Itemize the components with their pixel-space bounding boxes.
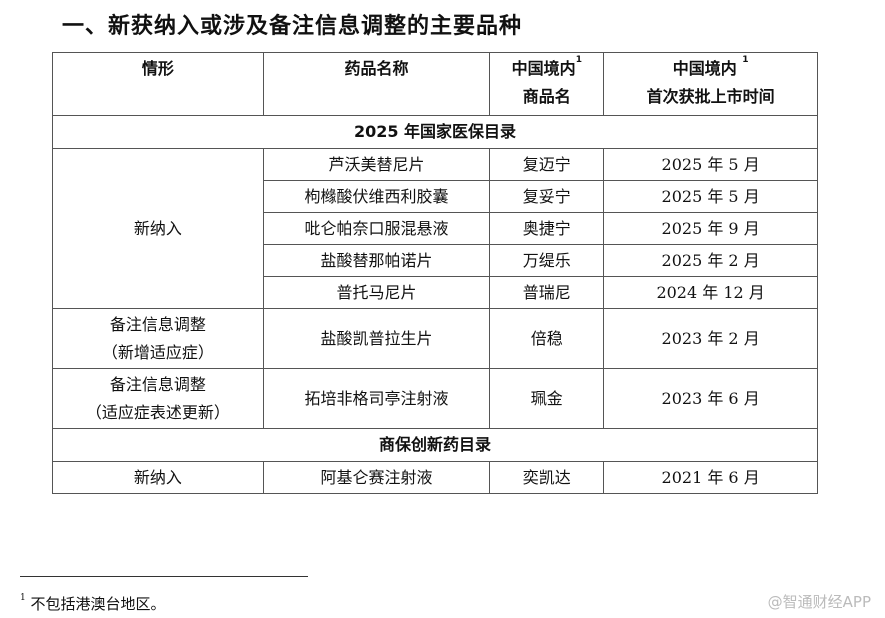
page-title: 一、新获纳入或涉及备注信息调整的主要品种	[62, 14, 523, 39]
header-drug-name: 药品名称	[262, 52, 491, 116]
header-situation: 情形	[52, 52, 264, 116]
header-brand-name: 中国境内1 商品名	[489, 52, 605, 116]
watermark: @智通财经APP	[767, 593, 871, 611]
drug-cell: 拓培非格司亭注射液	[262, 368, 491, 429]
table-row: 盐酸替那帕诺片 万缇乐 2025 年 2 月	[53, 244, 818, 277]
drug-cell: 盐酸替那帕诺片	[262, 244, 491, 277]
date-cell: 2025 年 2 月	[603, 244, 818, 277]
date-cell: 2024 年 12 月	[603, 276, 818, 309]
drug-cell: 阿基仑赛注射液	[262, 461, 491, 494]
brand-cell: 复迈宁	[489, 148, 605, 181]
brand-cell: 珮金	[489, 368, 605, 429]
date-cell: 2023 年 6 月	[603, 368, 818, 429]
situation-cell: 备注信息调整 （适应症表述更新）	[52, 368, 264, 429]
brand-cell: 复妥宁	[489, 180, 605, 213]
date-cell: 2025 年 5 月	[603, 180, 818, 213]
drug-table: 情形 药品名称 中国境内1 商品名 中国境内 1 首次获批上市时间 2025 年国家…	[52, 52, 818, 494]
table-row: 枸橼酸伏维西利胶囊 复妥宁 2025 年 5 月	[53, 180, 818, 213]
situation-cell: 新纳入	[52, 148, 264, 309]
brand-cell: 万缇乐	[489, 244, 605, 277]
header-approval-date: 中国境内 1 首次获批上市时间	[603, 52, 818, 116]
brand-cell: 奕凯达	[489, 461, 605, 494]
table-row: 新纳入 芦沃美替尼片 复迈宁 2025 年 5 月	[52, 148, 818, 309]
table-row: 新纳入 阿基仑赛注射液 奕凯达 2021 年 6 月	[52, 461, 818, 494]
table-row: 普托马尼片 普瑞尼 2024 年 12 月	[53, 276, 818, 309]
date-cell: 2021 年 6 月	[603, 461, 818, 494]
situation-cell: 备注信息调整 （新增适应症）	[52, 308, 264, 369]
drug-cell: 盐酸凯普拉生片	[262, 308, 491, 369]
brand-cell: 奥捷宁	[489, 212, 605, 245]
date-cell: 2023 年 2 月	[603, 308, 818, 369]
date-cell: 2025 年 9 月	[603, 212, 818, 245]
table-row: 吡仑帕奈口服混悬液 奥捷宁 2025 年 9 月	[53, 212, 818, 245]
brand-cell: 普瑞尼	[489, 276, 605, 309]
situation-cell: 新纳入	[52, 461, 264, 494]
drug-cell: 枸橼酸伏维西利胶囊	[262, 180, 491, 213]
table-row: 备注信息调整 （新增适应症） 盐酸凯普拉生片 倍稳 2023 年 2 月	[52, 308, 818, 369]
brand-cell: 倍稳	[489, 308, 605, 369]
section-title: 商保创新药目录	[52, 428, 818, 462]
drug-cell: 芦沃美替尼片	[262, 148, 491, 181]
drug-cell: 吡仑帕奈口服混悬液	[262, 212, 491, 245]
footnote: 1 不包括港澳台地区。	[20, 593, 166, 613]
table-header-row: 情形 药品名称 中国境内1 商品名 中国境内 1 首次获批上市时间	[52, 52, 818, 116]
drug-cell: 普托马尼片	[262, 276, 491, 309]
date-cell: 2025 年 5 月	[603, 148, 818, 181]
footnote-divider	[20, 576, 308, 577]
section-title: 2025 年国家医保目录	[52, 115, 818, 149]
table-row: 备注信息调整 （适应症表述更新） 拓培非格司亭注射液 珮金 2023 年 6 月	[52, 368, 818, 429]
